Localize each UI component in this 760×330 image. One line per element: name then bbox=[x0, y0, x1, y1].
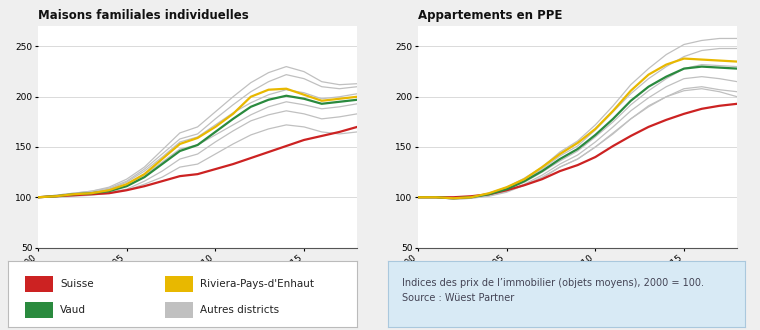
Text: Riviera-Pays-d'Enhaut: Riviera-Pays-d'Enhaut bbox=[200, 279, 314, 289]
Text: Vaud: Vaud bbox=[60, 305, 86, 315]
FancyBboxPatch shape bbox=[165, 276, 193, 292]
Text: Suisse: Suisse bbox=[60, 279, 93, 289]
Text: Maisons familiales individuelles: Maisons familiales individuelles bbox=[38, 10, 249, 22]
Text: Appartements en PPE: Appartements en PPE bbox=[418, 10, 562, 22]
Text: Indices des prix de l’immobilier (objets moyens), 2000 = 100.
Source : Wüest Par: Indices des prix de l’immobilier (objets… bbox=[402, 278, 704, 303]
FancyBboxPatch shape bbox=[25, 302, 53, 318]
FancyBboxPatch shape bbox=[25, 276, 53, 292]
FancyBboxPatch shape bbox=[165, 302, 193, 318]
Text: Autres districts: Autres districts bbox=[200, 305, 279, 315]
